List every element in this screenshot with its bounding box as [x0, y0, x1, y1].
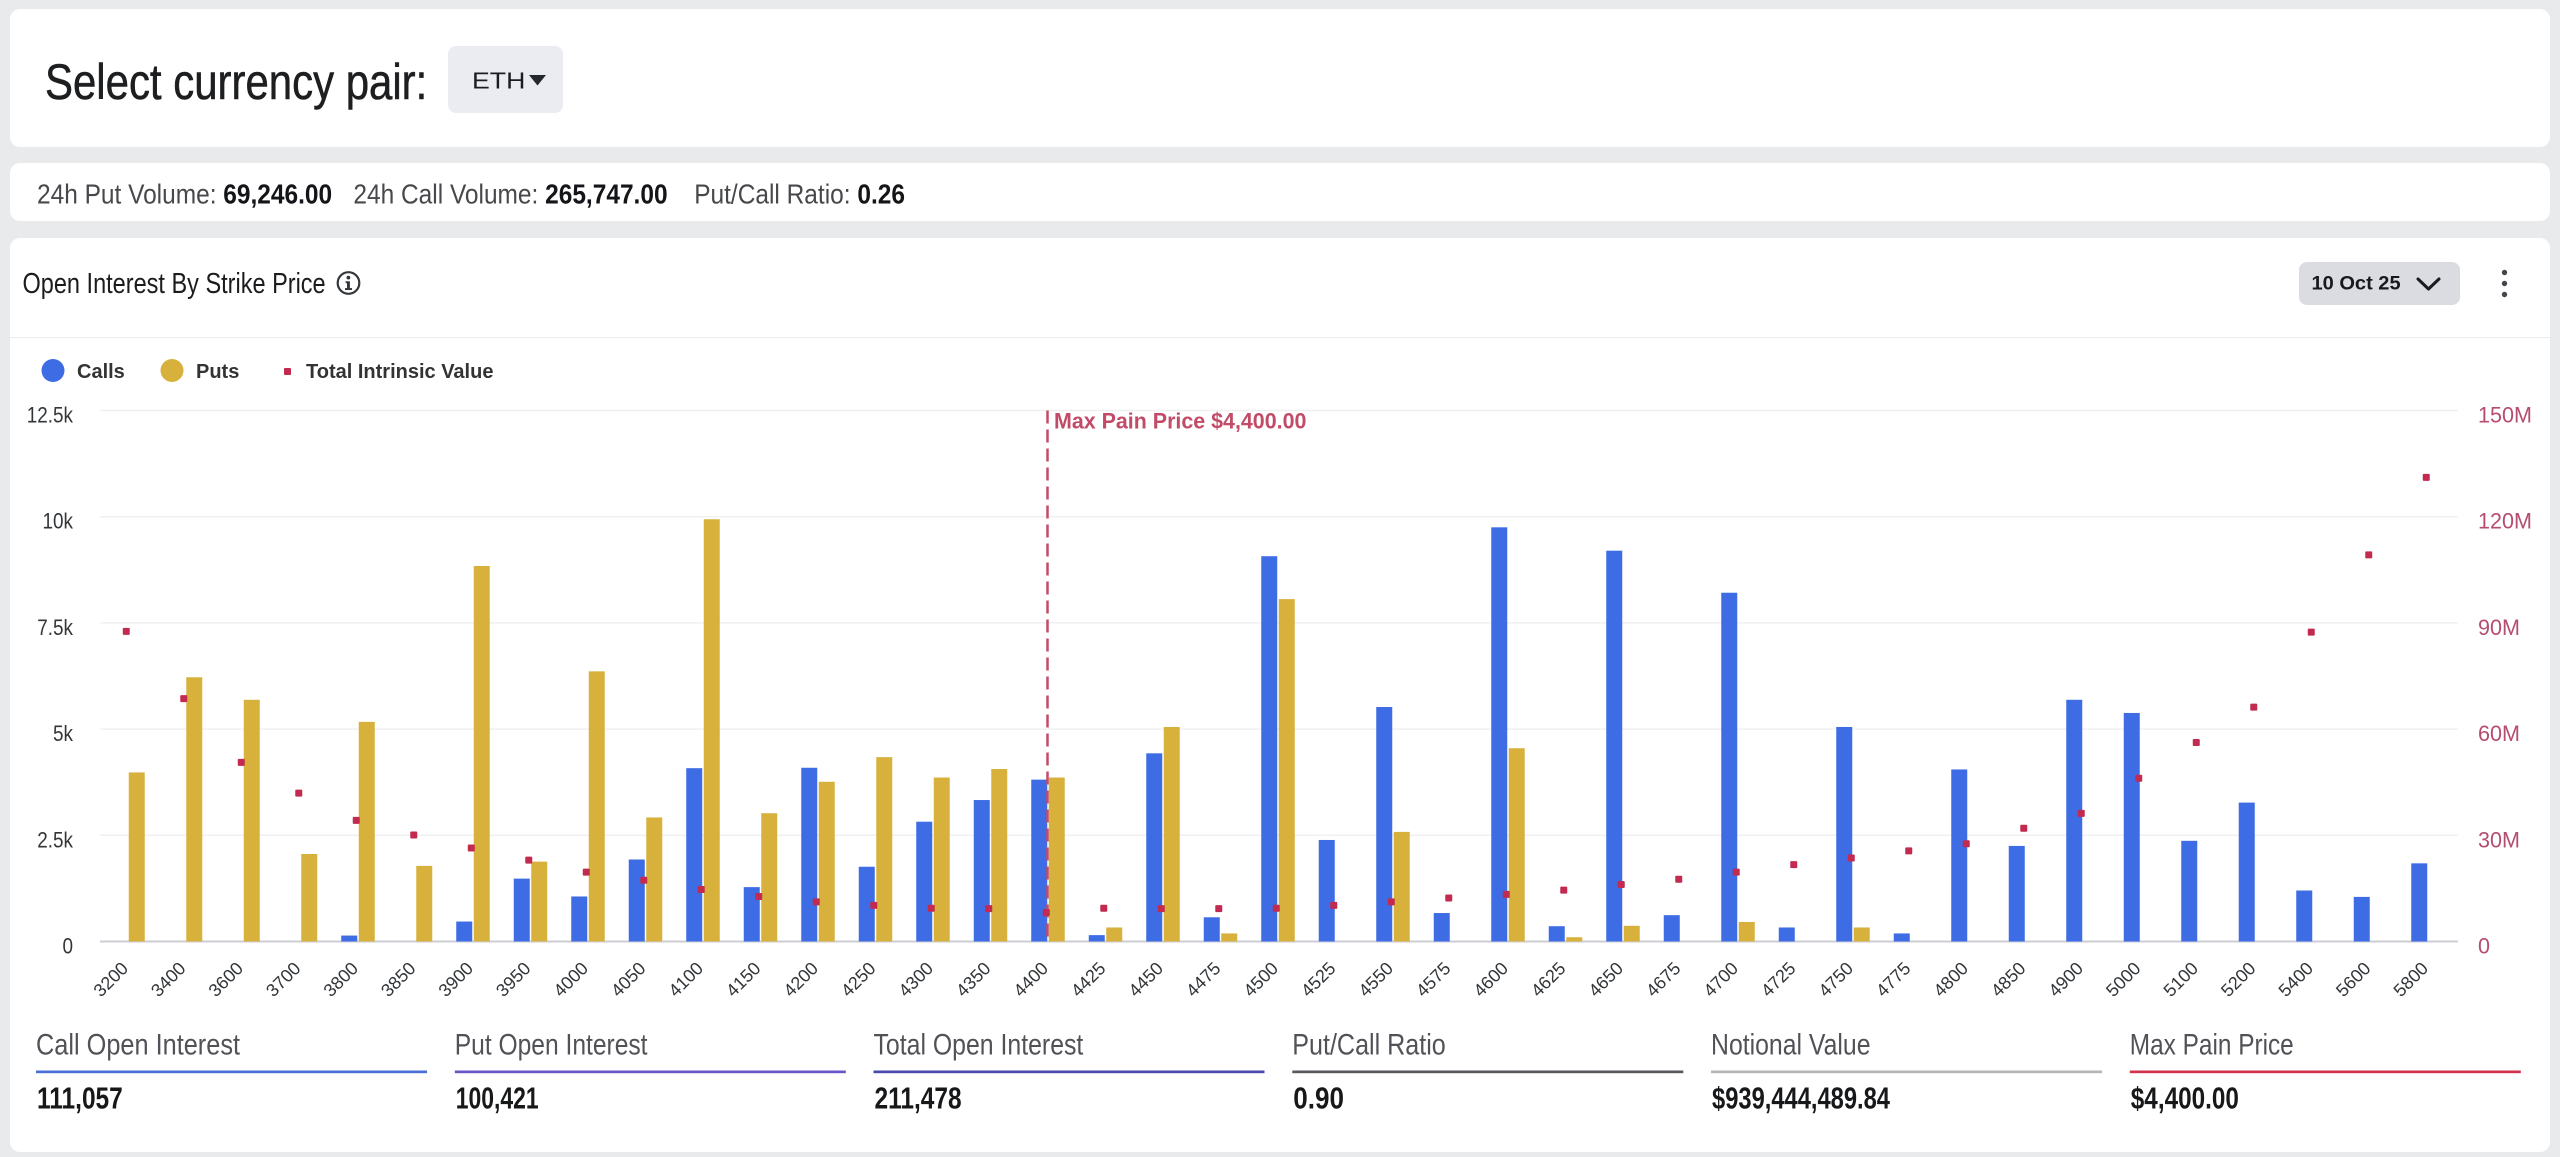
svg-text:4800: 4800: [1930, 958, 1972, 1000]
svg-text:111,057: 111,057: [37, 1081, 123, 1115]
svg-text:Open Interest By Strike Price: Open Interest By Strike Price: [23, 267, 326, 300]
svg-text:5200: 5200: [2217, 958, 2259, 1000]
svg-text:4350: 4350: [952, 958, 994, 1000]
svg-text:4475: 4475: [1182, 958, 1224, 1000]
svg-text:4650: 4650: [1585, 958, 1627, 1000]
svg-text:4675: 4675: [1642, 958, 1684, 1000]
svg-text:4000: 4000: [550, 958, 592, 1000]
svg-text:3400: 3400: [147, 958, 189, 1000]
svg-text:Total Intrinsic Value: Total Intrinsic Value: [306, 361, 493, 383]
svg-text:60M: 60M: [2478, 721, 2520, 746]
svg-text:211,478: 211,478: [875, 1081, 962, 1115]
svg-text:0: 0: [62, 934, 73, 959]
svg-text:4700: 4700: [1700, 958, 1742, 1000]
svg-text:5k: 5k: [53, 722, 74, 747]
svg-text:Call Open Interest: Call Open Interest: [36, 1027, 240, 1061]
svg-text:4425: 4425: [1067, 958, 1109, 1000]
svg-text:0: 0: [2478, 933, 2490, 958]
svg-text:$939,444,489.84: $939,444,489.84: [1712, 1081, 1890, 1116]
svg-text:4525: 4525: [1297, 958, 1339, 1000]
svg-text:4750: 4750: [1815, 958, 1857, 1000]
svg-text:5400: 5400: [2275, 958, 2317, 1000]
svg-text:120M: 120M: [2478, 508, 2532, 533]
svg-text:3700: 3700: [262, 958, 304, 1000]
svg-text:4625: 4625: [1527, 958, 1569, 1000]
svg-text:4550: 4550: [1355, 958, 1397, 1000]
svg-text:4200: 4200: [780, 958, 822, 1000]
svg-text:4900: 4900: [2045, 958, 2087, 1000]
svg-text:4050: 4050: [607, 958, 649, 1000]
svg-text:10 Oct 25: 10 Oct 25: [2312, 273, 2401, 294]
svg-text:4850: 4850: [1987, 958, 2029, 1000]
svg-text:4775: 4775: [1872, 958, 1914, 1000]
svg-text:5000: 5000: [2102, 958, 2144, 1000]
svg-text:4450: 4450: [1125, 958, 1167, 1000]
svg-text:3900: 3900: [435, 958, 477, 1000]
svg-text:24h Put Volume: 69,246.00 24h: 24h Put Volume: 69,246.00 24h Call Volum…: [37, 178, 905, 210]
svg-text:Puts: Puts: [196, 361, 239, 383]
svg-text:4400: 4400: [1010, 958, 1052, 1000]
svg-text:30M: 30M: [2478, 827, 2520, 852]
svg-text:Max Pain Price $4,400.00: Max Pain Price $4,400.00: [1054, 408, 1306, 433]
svg-text:4500: 4500: [1240, 958, 1282, 1000]
svg-text:5100: 5100: [2160, 958, 2202, 1000]
svg-text:3600: 3600: [205, 958, 247, 1000]
svg-text:90M: 90M: [2478, 615, 2520, 640]
svg-text:4250: 4250: [837, 958, 879, 1000]
svg-text:100,421: 100,421: [456, 1080, 539, 1115]
svg-text:$4,400.00: $4,400.00: [2131, 1081, 2239, 1116]
svg-text:4300: 4300: [895, 958, 937, 1000]
svg-text:12.5k: 12.5k: [27, 403, 74, 428]
svg-text:3200: 3200: [90, 958, 132, 1000]
svg-text:3800: 3800: [320, 958, 362, 1000]
svg-text:7.5k: 7.5k: [37, 616, 73, 641]
svg-text:4600: 4600: [1470, 958, 1512, 1000]
svg-text:5600: 5600: [2332, 958, 2374, 1000]
svg-text:150M: 150M: [2478, 402, 2532, 427]
svg-text:4725: 4725: [1757, 958, 1799, 1000]
svg-text:3850: 3850: [377, 958, 419, 1000]
svg-text:5800: 5800: [2390, 958, 2432, 1000]
svg-text:0.90: 0.90: [1293, 1082, 1344, 1117]
svg-text:Max Pain Price: Max Pain Price: [2130, 1027, 2294, 1061]
svg-text:Select currency pair:: Select currency pair:: [45, 53, 427, 109]
svg-text:3950: 3950: [492, 958, 534, 1000]
svg-text:Notional Value: Notional Value: [1711, 1027, 1870, 1061]
svg-text:10k: 10k: [43, 509, 74, 534]
svg-text:ETH: ETH: [472, 68, 525, 94]
svg-text:4575: 4575: [1412, 958, 1454, 1000]
svg-text:Put Open Interest: Put Open Interest: [455, 1027, 648, 1061]
svg-text:Calls: Calls: [77, 361, 125, 383]
svg-text:Total Open Interest: Total Open Interest: [874, 1027, 1084, 1061]
svg-text:2.5k: 2.5k: [37, 828, 73, 853]
svg-text:4150: 4150: [722, 958, 764, 1000]
svg-text:4100: 4100: [665, 958, 707, 1000]
svg-text:Put/Call Ratio: Put/Call Ratio: [1292, 1027, 1445, 1061]
